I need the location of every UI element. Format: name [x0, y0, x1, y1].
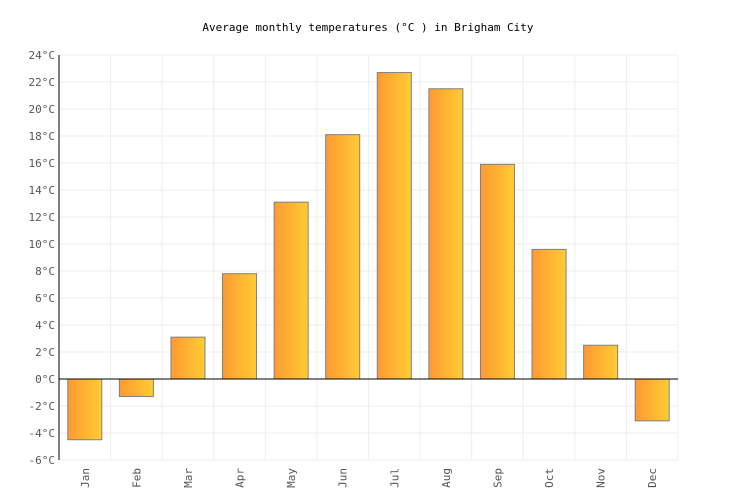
- bars: [67, 72, 670, 441]
- x-tick-label: Jun: [337, 468, 350, 488]
- y-tick-label: 22°C: [29, 76, 56, 89]
- x-tick-label: Aug: [440, 468, 453, 488]
- y-tick-label: 20°C: [29, 103, 56, 116]
- bar-sep: [479, 163, 515, 380]
- bar-jan: [67, 378, 103, 441]
- bar-may: [273, 201, 309, 380]
- bar-dec: [634, 378, 670, 422]
- x-axis-labels: Jan Feb Mar Apr May Jun Jul Aug Sep Oct Nov Dec: [79, 468, 659, 488]
- bar-aug: [428, 88, 464, 380]
- y-tick-label: 4°C: [35, 319, 55, 332]
- y-tick-label: 10°C: [29, 238, 56, 251]
- bar-mar: [170, 336, 206, 380]
- y-tick-label: 24°C: [29, 49, 56, 62]
- y-axis-labels: -6°C -4°C -2°C 0°C 2°C 4°C 6°C 8°C 10°C 12°C 14°C 1…: [29, 49, 56, 467]
- x-tick-label: Sep: [491, 468, 504, 488]
- x-tick-label: Feb: [130, 468, 143, 488]
- x-tick-label: Apr: [234, 468, 247, 488]
- bar-apr: [222, 273, 258, 380]
- x-tick-label: Jul: [388, 468, 401, 488]
- y-tick-label: 0°C: [35, 373, 55, 386]
- x-tick-label: Dec: [646, 468, 659, 488]
- y-tick-label: -2°C: [29, 400, 56, 413]
- y-tick-label: 18°C: [29, 130, 56, 143]
- bar-oct: [531, 248, 567, 380]
- y-tick-label: 14°C: [29, 184, 56, 197]
- x-tick-label: May: [285, 468, 298, 488]
- x-tick-label: Nov: [595, 468, 608, 488]
- bar-jun: [325, 134, 361, 380]
- bar-jul: [376, 72, 412, 380]
- y-tick-label: 12°C: [29, 211, 56, 224]
- y-tick-label: 16°C: [29, 157, 56, 170]
- bar-nov: [583, 344, 619, 380]
- y-tick-label: 8°C: [35, 265, 55, 278]
- grid: [58, 54, 679, 461]
- axes: [58, 55, 678, 460]
- y-tick-label: 2°C: [35, 346, 55, 359]
- y-tick-label: -6°C: [29, 454, 56, 467]
- x-tick-label: Jan: [79, 468, 92, 488]
- x-tick-label: Mar: [182, 468, 195, 488]
- bar-feb: [118, 378, 154, 398]
- chart-title: Average monthly temperatures (°C ) in Br…: [202, 21, 534, 34]
- y-tick-label: -4°C: [29, 427, 56, 440]
- x-tick-label: Oct: [543, 468, 556, 488]
- y-tick-label: 6°C: [35, 292, 55, 305]
